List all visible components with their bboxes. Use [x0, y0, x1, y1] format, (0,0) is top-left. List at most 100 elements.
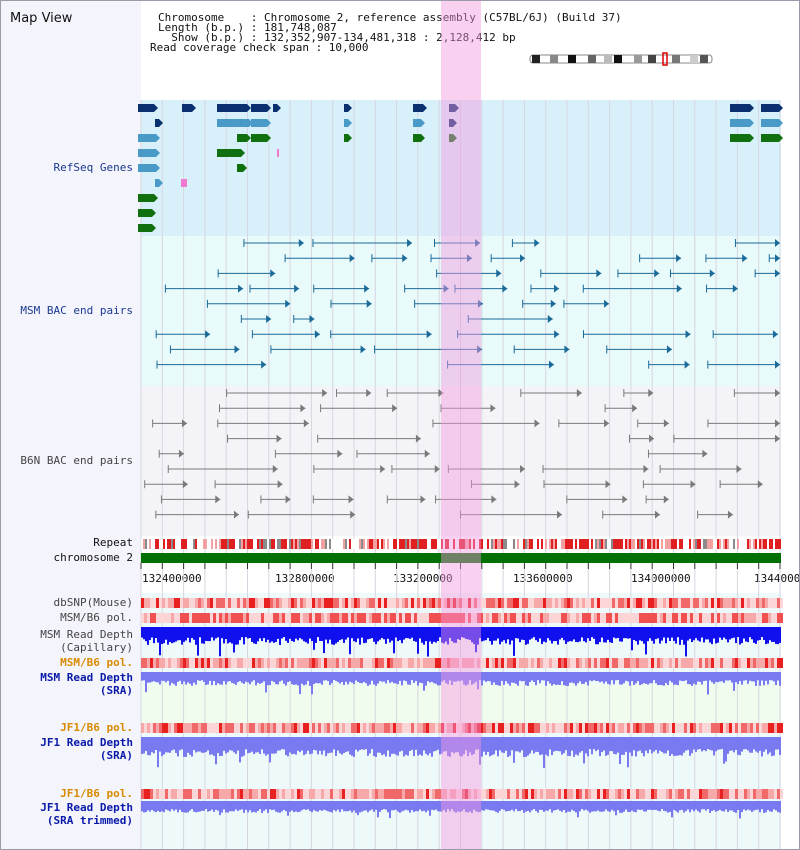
read-depth-bar — [693, 672, 695, 684]
repeat-feature — [587, 539, 589, 549]
repeat-feature — [551, 539, 553, 549]
polymorphism-cell — [399, 723, 402, 733]
polymorphism-cell — [252, 789, 255, 799]
gene-block — [182, 104, 192, 112]
read-depth-bar — [627, 801, 629, 812]
msm-bac-pair — [596, 269, 602, 278]
msm-b6-pol-sra-label[interactable]: MSM/B6 pol. — [60, 656, 133, 669]
read-depth-bar — [303, 737, 305, 756]
read-depth-bar — [141, 627, 143, 638]
repeat-feature — [419, 539, 421, 549]
read-depth-bar — [707, 737, 709, 750]
jf1-read-depth-trim-label[interactable]: JF1 Read Depth — [40, 801, 133, 814]
msm-read-depth-cap-label[interactable]: MSM Read Depth — [40, 628, 133, 641]
read-depth-bar — [253, 737, 255, 755]
repeat-feature — [187, 539, 189, 549]
polymorphism-cell — [393, 658, 396, 668]
polymorphism-cell — [315, 723, 318, 733]
msm-b6-pol-label[interactable]: MSM/B6 pol. — [60, 611, 133, 624]
jf1-b6-pol-trim-label[interactable]: JF1/B6 pol. — [60, 787, 133, 800]
msm-bac-pair — [554, 284, 560, 293]
polymorphism-cell — [537, 658, 540, 668]
polymorphism-cell — [177, 613, 180, 623]
polymorphism-cell — [654, 658, 657, 668]
read-depth-bar — [479, 672, 481, 681]
polymorphism-cell — [222, 789, 225, 799]
read-depth-bar — [365, 801, 367, 811]
msm-read-depth-sra-label[interactable]: MSM Read Depth — [40, 671, 133, 684]
read-depth-bar — [503, 672, 505, 685]
polymorphism-cell — [717, 613, 720, 623]
repeat-feature — [711, 539, 713, 549]
read-depth-bar — [173, 737, 175, 750]
read-depth-bar — [417, 801, 419, 812]
read-depth-bar — [153, 672, 155, 682]
polymorphism-cell — [384, 789, 387, 799]
polymorphism-cell — [618, 598, 621, 608]
chromosome-label[interactable]: chromosome 2 — [53, 551, 133, 564]
read-depth-bar — [369, 737, 371, 754]
read-depth-bar — [715, 737, 717, 752]
jf1-read-depth-sra-label[interactable]: JF1 Read Depth — [40, 736, 133, 749]
read-depth-bar — [279, 737, 281, 751]
read-depth-bar — [763, 672, 765, 686]
repeat-feature — [231, 539, 233, 549]
read-depth-bar — [757, 672, 759, 681]
read-depth-bar — [737, 672, 739, 684]
polymorphism-cell — [696, 723, 699, 733]
repeat-feature — [441, 539, 443, 549]
polymorphism-cell — [660, 789, 663, 799]
polymorphism-cell — [147, 658, 150, 668]
repeat-feature — [491, 539, 493, 549]
read-depth-bar — [585, 672, 587, 682]
polymorphism-cell — [663, 789, 666, 799]
axis-tick-label: 133600000 — [513, 572, 573, 585]
read-depth-bar — [185, 801, 187, 813]
msm-bac-label[interactable]: MSM BAC end pairs — [20, 304, 133, 317]
read-depth-bar — [689, 737, 691, 756]
polymorphism-cell — [312, 658, 315, 668]
polymorphism-cell — [765, 789, 768, 799]
read-depth-bar — [321, 801, 323, 811]
chromosome-ideogram-icon[interactable] — [529, 52, 713, 66]
polymorphism-cell — [147, 613, 150, 623]
polymorphism-cell — [414, 658, 417, 668]
refseq-genes-label[interactable]: RefSeq Genes — [53, 161, 133, 174]
read-depth-bar — [647, 672, 649, 685]
polymorphism-cell — [639, 613, 642, 623]
read-depth-bar — [597, 627, 599, 645]
dbsnp-label[interactable]: dbSNP(Mouse) — [53, 596, 133, 609]
polymorphism-cell — [729, 658, 732, 668]
polymorphism-cell — [399, 598, 402, 608]
polymorphism-cell — [402, 598, 405, 608]
repeat-feature — [149, 539, 151, 549]
read-depth-bar — [403, 627, 405, 640]
selected-region-highlight[interactable] — [441, 1, 481, 849]
repeat-feature — [387, 539, 389, 549]
read-depth-bar — [749, 801, 751, 811]
polymorphism-cell — [513, 723, 516, 733]
polymorphism-cell — [375, 789, 378, 799]
read-depth-bar — [583, 627, 585, 642]
polymorphism-cell — [342, 789, 345, 799]
repeat-feature — [461, 539, 463, 549]
polymorphism-cell — [447, 598, 450, 608]
polymorphism-cell — [669, 723, 672, 733]
polymorphism-cell — [591, 613, 594, 623]
b6n-bac-label[interactable]: B6N BAC end pairs — [20, 454, 133, 467]
jf1-b6-pol-label[interactable]: JF1/B6 pol. — [60, 721, 133, 734]
polymorphism-cell — [162, 789, 165, 799]
polymorphism-cell — [480, 613, 483, 623]
repeat-label[interactable]: Repeat — [93, 536, 133, 549]
read-depth-bar — [321, 737, 323, 755]
read-depth-bar — [533, 672, 535, 682]
read-depth-bar — [359, 801, 361, 813]
read-depth-bar — [743, 627, 745, 639]
read-depth-bar — [769, 801, 771, 812]
read-depth-bar — [475, 801, 477, 812]
polymorphism-cell — [612, 598, 615, 608]
polymorphism-cell — [651, 598, 654, 608]
polymorphism-cell — [420, 598, 423, 608]
read-depth-bar — [189, 737, 191, 755]
